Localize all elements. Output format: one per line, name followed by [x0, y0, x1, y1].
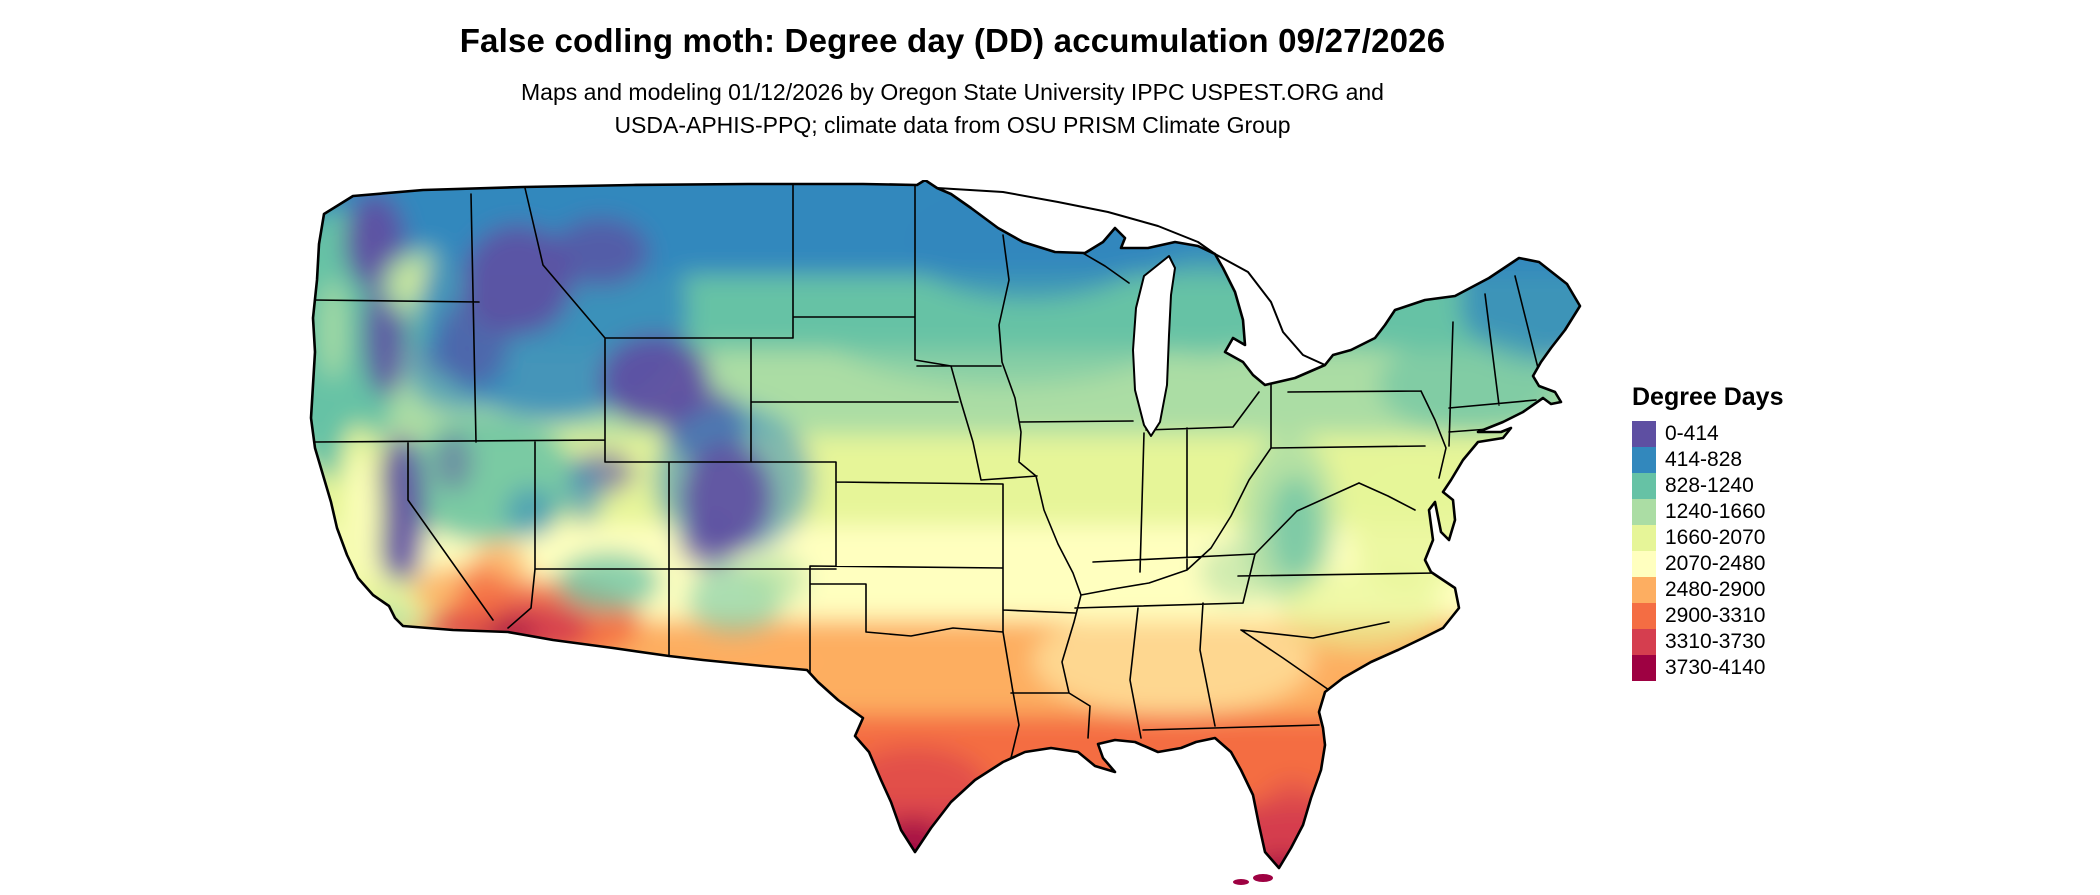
us-map-svg	[309, 178, 1582, 885]
legend-label: 3310-3730	[1665, 630, 1766, 653]
legend-item: 2900-3310	[1632, 603, 1783, 629]
legend-item: 2480-2900	[1632, 577, 1783, 603]
legend-item: 3310-3730	[1632, 629, 1783, 655]
us-degree-day-map	[303, 178, 1593, 890]
legend-swatch	[1632, 603, 1656, 629]
legend-label: 3730-4140	[1665, 656, 1766, 679]
legend-item: 1660-2070	[1632, 525, 1783, 551]
legend-item: 828-1240	[1632, 473, 1783, 499]
legend-item: 414-828	[1632, 447, 1783, 473]
degree-day-color-field	[311, 180, 1580, 868]
subtitle-line-1: Maps and modeling 01/12/2026 by Oregon S…	[521, 79, 1384, 105]
legend-label: 0-414	[1665, 422, 1719, 445]
page-title: False codling moth: Degree day (DD) accu…	[459, 22, 1446, 59]
page-subtitle: Maps and modeling 01/12/2026 by Oregon S…	[0, 76, 1905, 142]
legend-swatch	[1632, 525, 1656, 551]
legend-item: 0-414	[1632, 421, 1783, 447]
legend-swatch	[1632, 551, 1656, 577]
lake-michigan	[1132, 255, 1176, 437]
legend-swatch	[1632, 655, 1656, 681]
state-borders	[312, 184, 1540, 759]
legend-swatch	[1632, 421, 1656, 447]
legend-title: Degree Days	[1632, 383, 1784, 411]
legend-label: 1660-2070	[1665, 526, 1766, 549]
degree-days-legend: Degree Days 0-414 414-828 828-1240 1240-166…	[1632, 383, 1783, 681]
great-lakes-border-line	[936, 187, 1326, 366]
legend-swatch	[1632, 629, 1656, 655]
legend-label: 414-828	[1665, 448, 1743, 471]
us-outline	[309, 178, 1582, 870]
legend-items: 0-414 414-828 828-1240 1240-1660 1660-2070 20…	[1632, 421, 1783, 681]
legend-label: 2900-3310	[1665, 604, 1766, 627]
subtitle-line-2: USDA-APHIS-PPQ; climate data from OSU PR…	[614, 112, 1291, 138]
legend-label: 2070-2480	[1665, 552, 1766, 575]
legend-swatch	[1632, 499, 1656, 525]
legend-item: 2070-2480	[1632, 551, 1783, 577]
legend-swatch	[1632, 577, 1656, 603]
legend-swatch	[1632, 473, 1656, 499]
legend-label: 2480-2900	[1665, 578, 1766, 601]
florida-keys	[1233, 874, 1273, 885]
legend-label: 828-1240	[1665, 474, 1754, 497]
legend-item: 1240-1660	[1632, 499, 1783, 525]
header: False codling moth: Degree day (DD) accu…	[0, 0, 1905, 142]
legend-swatch	[1632, 447, 1656, 473]
legend-label: 1240-1660	[1665, 500, 1766, 523]
legend-item: 3730-4140	[1632, 655, 1783, 681]
